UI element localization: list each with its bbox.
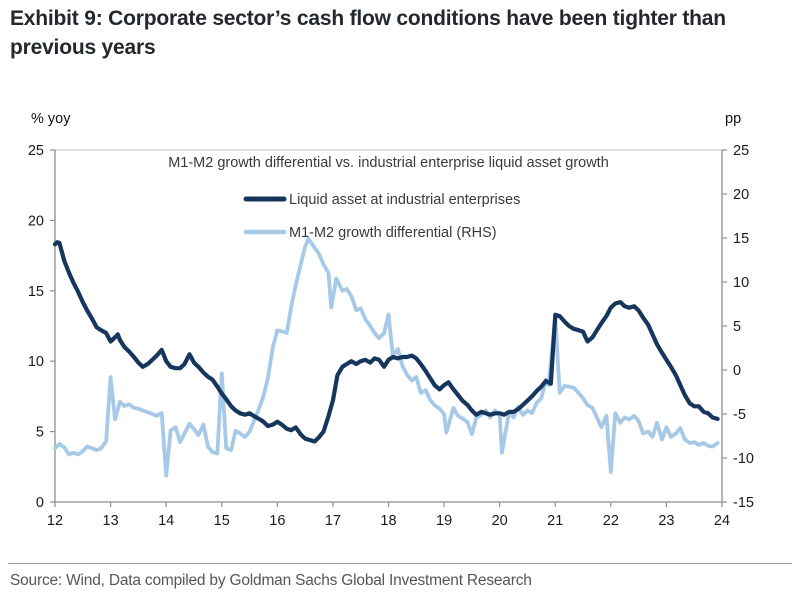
left-axis-unit-label: % yoy [31,111,71,127]
x-tick-label: 15 [214,513,230,529]
footer-divider [8,563,792,564]
right-axis-unit-label: pp [725,111,742,127]
y-left-tick-label: 20 [28,213,44,229]
y-right-tick-label: 20 [733,187,749,203]
x-tick-label: 16 [269,513,285,529]
source-text: Source: Wind, Data compiled by Goldman S… [10,572,532,589]
y-left-tick-label: 25 [28,143,44,159]
series-line-m1-m2-differential [53,237,720,478]
y-left-tick-label: 10 [28,354,44,370]
y-right-tick-label: -15 [733,495,754,511]
x-tick-label: 14 [158,513,174,529]
x-tick-label: 22 [603,513,619,529]
y-right-tick-label: -10 [733,451,754,467]
chart-inner-title: M1-M2 growth differential vs. industrial… [168,155,609,171]
y-right-tick-label: 25 [733,143,749,159]
x-tick-label: 17 [325,513,341,529]
x-tick-label: 21 [547,513,563,529]
legend-label-liquid-asset: Liquid asset at industrial enterprises [289,192,520,208]
y-left-tick-label: 5 [36,425,44,441]
x-tick-label: 23 [658,513,674,529]
x-tick-label: 12 [47,513,63,529]
x-tick-label: 24 [714,513,730,529]
exhibit-title: Exhibit 9: Corporate sector’s cash flow … [10,7,726,59]
y-left-tick-label: 15 [28,284,44,300]
x-tick-label: 19 [436,513,452,529]
y-right-tick-label: 15 [733,231,749,247]
y-right-tick-label: 10 [733,275,749,291]
series-line-liquid-asset [52,240,720,444]
x-tick-label: 13 [103,513,119,529]
y-right-tick-label: 5 [733,319,741,335]
line-chart: 0 5 10 15 20 25 -15 -10 -5 0 5 10 15 20 25 12 13 14 15 16 17… [28,143,754,529]
y-right-tick-label: -5 [733,407,746,423]
x-tick-label: 18 [380,513,396,529]
y-left-tick-label: 0 [36,495,44,511]
x-tick-label: 20 [492,513,508,529]
y-right-tick-label: 0 [733,363,741,379]
legend-label-m1-m2: M1-M2 growth differential (RHS) [289,225,497,241]
